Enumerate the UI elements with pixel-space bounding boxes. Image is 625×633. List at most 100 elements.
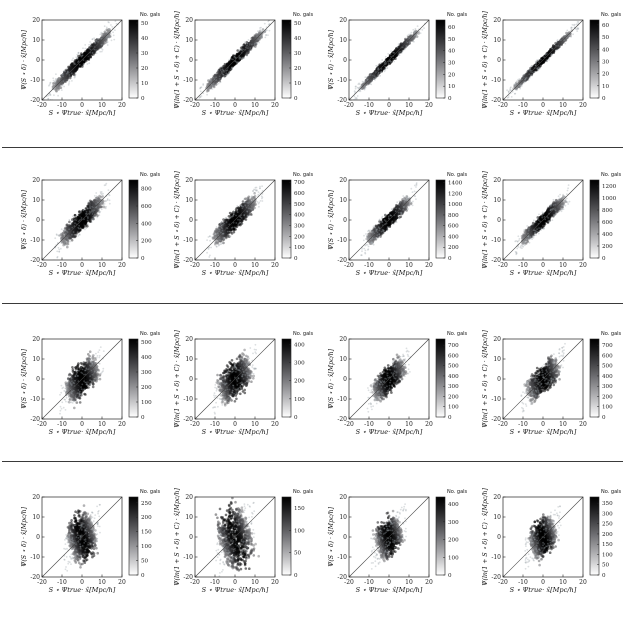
colorbar-tick-label: 0 <box>602 96 606 102</box>
colorbar-tick-label: 700 <box>602 343 613 349</box>
x-tick-label: -10 <box>57 421 67 428</box>
colorbar-tick-label: 50 <box>141 559 149 565</box>
y-tick-label: -10 <box>183 237 193 244</box>
density-field <box>514 184 570 255</box>
one-to-one-line <box>42 339 122 419</box>
colorbar-tick-label: 200 <box>141 385 152 391</box>
y-tick-label: -10 <box>183 554 193 561</box>
x-tick-label: -10 <box>364 262 374 269</box>
y-tick-label: 0 <box>343 217 347 224</box>
y-tick-label: 10 <box>32 197 40 204</box>
y-tick-label: 0 <box>36 57 40 64</box>
colorbar-tick-label: 100 <box>294 245 305 251</box>
y-tick-label: 20 <box>339 336 347 343</box>
colorbar-tick-label: 300 <box>294 361 305 367</box>
x-tick-label: -10 <box>57 579 67 586</box>
y-tick-label: -20 <box>183 97 193 104</box>
y-tick-label: 0 <box>189 534 193 541</box>
one-to-one-line <box>195 180 275 260</box>
x-tick-label: 0 <box>541 102 545 109</box>
x-tick-label: -10 <box>518 421 528 428</box>
colorbar-tick-label: 600 <box>294 191 305 197</box>
colorbar-tick-label: 200 <box>448 394 459 400</box>
density-field <box>46 15 119 107</box>
colorbar-title: No. gals <box>601 12 622 18</box>
colorbar-tick-label: 0 <box>141 415 145 421</box>
y-tick-label: 0 <box>343 376 347 383</box>
y-axis-label: Ψ(ln(1 + S ⋆ δ) + C) · x̂[Mpc/h] <box>482 11 489 109</box>
y-tick-label: 20 <box>185 177 193 184</box>
y-tick-label: 20 <box>32 494 40 501</box>
x-tick-label: 10 <box>251 262 259 269</box>
y-axis-label: Ψ(S ⋆ δ) · x̂[Mpc/h] <box>21 29 28 90</box>
y-tick-label: 20 <box>339 494 347 501</box>
y-tick-label: -10 <box>337 396 347 403</box>
one-to-one-line <box>503 497 583 577</box>
x-tick-label: 20 <box>579 421 587 428</box>
x-tick-label: 0 <box>233 102 237 109</box>
y-tick-label: 20 <box>493 494 501 501</box>
x-tick-label: -10 <box>364 579 374 586</box>
x-axis-label: S ⋆ Ψtrue· x̂[Mpc/h] <box>510 268 577 277</box>
colorbar-tick-label: 100 <box>141 544 152 550</box>
colorbar-tick-label: 0 <box>294 96 298 102</box>
y-tick-label: 20 <box>32 17 40 24</box>
x-tick-label: 10 <box>251 102 259 109</box>
colorbar-tick-label: 0 <box>141 96 145 102</box>
colorbar-tick-label: 30 <box>602 59 610 65</box>
y-axis-label: Ψ(ln(1 + S ⋆ δ) + C) · x̂[Mpc/h] <box>174 488 181 586</box>
y-tick-label: -20 <box>183 257 193 264</box>
colorbar-tick-label: 700 <box>448 343 459 349</box>
colorbar-tick-label: 20 <box>602 72 610 78</box>
x-tick-label: -10 <box>518 579 528 586</box>
y-axis-label: Ψ(ln(1 + S ⋆ δ) + C) · x̂[Mpc/h] <box>174 330 181 428</box>
x-tick-label: -10 <box>518 262 528 269</box>
colorbar-tick-label: 400 <box>602 374 613 380</box>
one-to-one-line <box>503 180 583 260</box>
y-tick-label: 0 <box>36 217 40 224</box>
colorbar-tick-label: 0 <box>141 573 145 579</box>
colorbar-tick-label: 40 <box>141 36 149 42</box>
colorbar-tick-label: 400 <box>141 221 152 227</box>
y-tick-label: -10 <box>183 396 193 403</box>
y-tick-label: -10 <box>491 77 501 84</box>
y-tick-label: -10 <box>491 396 501 403</box>
density-field <box>524 505 561 569</box>
colorbar-tick-label: 1400 <box>448 181 463 187</box>
y-axis-label: Ψ(ln(1 + S ⋆ δ) + C) · x̂[Mpc/h] <box>482 171 489 269</box>
colorbar-tick-label: 300 <box>448 520 459 526</box>
one-to-one-line <box>503 20 583 100</box>
colorbar-tick-label: 1000 <box>602 196 617 202</box>
colorbar-tick-label: 1200 <box>602 184 617 190</box>
colorbar-tick-label: 100 <box>448 405 459 411</box>
colorbar-tick-label: 400 <box>294 213 305 219</box>
x-tick-label: -10 <box>518 102 528 109</box>
y-tick-label: 10 <box>339 356 347 363</box>
colorbar-tick-label: 600 <box>448 224 459 230</box>
one-to-one-line <box>42 180 122 260</box>
y-tick-label: -10 <box>30 554 40 561</box>
colorbar-tick-label: 400 <box>602 232 613 238</box>
density-field <box>63 504 101 572</box>
row-separator <box>2 461 623 462</box>
x-tick-label: 20 <box>118 579 126 586</box>
x-tick-label: 20 <box>271 421 279 428</box>
colorbar-tick-label: 50 <box>141 21 149 27</box>
colorbar-tick-label: 100 <box>602 405 613 411</box>
x-tick-label: 10 <box>405 262 413 269</box>
colorbar-tick-label: 250 <box>602 522 613 528</box>
x-tick-label: 20 <box>579 262 587 269</box>
x-axis-label: S ⋆ Ψtrue· x̂[Mpc/h] <box>49 585 116 594</box>
colorbar-tick-label: 40 <box>602 47 610 53</box>
y-tick-label: 10 <box>493 356 501 363</box>
colorbar-tick-label: 300 <box>602 384 613 390</box>
